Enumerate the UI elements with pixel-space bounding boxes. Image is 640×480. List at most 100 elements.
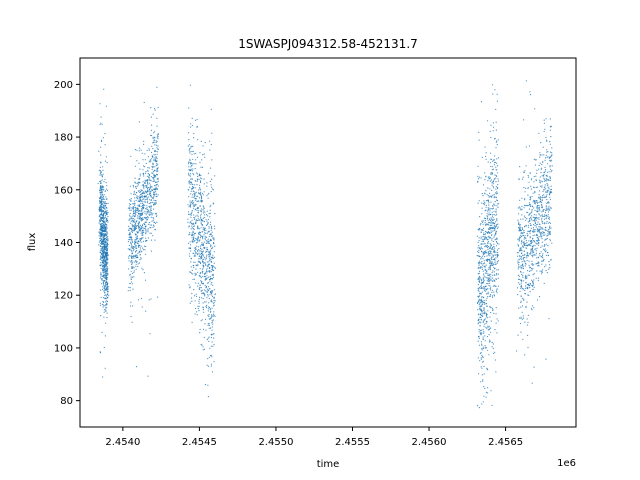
data-point — [106, 234, 108, 236]
data-point — [481, 248, 483, 250]
data-point — [494, 251, 496, 253]
data-point — [132, 186, 135, 188]
data-point — [486, 270, 488, 273]
data-point — [478, 237, 480, 239]
data-point — [137, 184, 139, 186]
data-point — [534, 217, 537, 219]
data-point — [480, 243, 482, 245]
data-point — [521, 305, 524, 307]
data-point — [211, 326, 213, 328]
data-point — [491, 169, 493, 171]
data-point — [527, 274, 529, 276]
data-point — [133, 227, 135, 229]
data-point — [529, 91, 531, 93]
data-point — [207, 295, 209, 297]
data-point — [481, 315, 483, 317]
data-point — [105, 295, 107, 297]
data-point — [152, 148, 154, 150]
data-point — [106, 254, 108, 256]
data-point — [545, 196, 547, 198]
data-point — [101, 188, 103, 191]
data-point — [101, 225, 103, 227]
data-point — [134, 213, 136, 215]
data-point — [203, 221, 205, 223]
data-point — [139, 201, 141, 203]
data-point — [106, 231, 108, 233]
data-point — [482, 221, 484, 223]
data-point — [104, 198, 106, 200]
data-point — [204, 384, 207, 386]
data-point — [489, 295, 491, 297]
data-point — [483, 386, 485, 388]
data-point — [206, 272, 208, 274]
data-point — [135, 259, 137, 262]
data-point — [547, 156, 549, 158]
data-point — [526, 324, 529, 326]
data-point — [489, 250, 491, 252]
data-point — [497, 157, 500, 159]
data-point — [157, 185, 159, 187]
data-point — [138, 212, 140, 214]
data-point — [522, 275, 524, 277]
data-point — [200, 257, 203, 260]
data-point — [522, 257, 524, 260]
data-point — [543, 282, 545, 284]
data-point — [100, 275, 102, 277]
data-point — [199, 233, 201, 236]
data-point — [201, 248, 203, 250]
data-point — [208, 227, 210, 229]
data-point — [100, 234, 102, 236]
data-point — [103, 297, 105, 299]
data-point — [208, 240, 210, 242]
data-point — [519, 209, 522, 211]
data-point — [149, 206, 151, 208]
data-point — [200, 235, 202, 237]
data-point — [207, 310, 209, 312]
data-point — [518, 266, 520, 268]
data-point — [525, 282, 527, 284]
data-point — [484, 311, 486, 314]
data-point — [549, 166, 551, 168]
data-point — [546, 180, 548, 182]
data-point — [538, 207, 540, 209]
data-point — [518, 261, 520, 264]
data-point — [493, 295, 496, 297]
data-point — [496, 224, 498, 226]
data-point — [187, 163, 190, 165]
data-point — [545, 217, 548, 219]
data-point — [104, 222, 106, 224]
data-point — [211, 178, 213, 180]
data-point — [188, 149, 190, 151]
data-point — [140, 202, 142, 205]
data-point — [134, 204, 136, 206]
data-point — [139, 210, 141, 212]
data-point — [191, 164, 193, 167]
data-point — [154, 188, 157, 190]
data-point — [493, 226, 495, 229]
data-point — [494, 204, 496, 207]
data-point — [199, 177, 202, 179]
data-point — [191, 178, 193, 180]
data-point — [104, 205, 106, 207]
data-point — [195, 282, 197, 284]
data-point — [200, 215, 202, 217]
data-point — [129, 214, 131, 216]
data-point — [532, 216, 534, 218]
data-point — [106, 273, 108, 275]
data-point — [211, 278, 214, 280]
data-point — [195, 268, 197, 270]
data-point — [211, 334, 213, 336]
data-point — [209, 280, 211, 282]
data-point — [495, 210, 497, 212]
data-point — [106, 162, 108, 164]
data-point — [497, 187, 499, 189]
data-point — [548, 187, 550, 189]
data-point — [156, 153, 158, 155]
data-point — [478, 247, 480, 249]
data-point — [204, 227, 207, 229]
x-axis-offset-label: 1e6 — [557, 458, 576, 469]
data-point — [490, 294, 492, 296]
data-point — [135, 244, 137, 246]
data-point — [106, 241, 108, 243]
data-point — [518, 282, 520, 284]
